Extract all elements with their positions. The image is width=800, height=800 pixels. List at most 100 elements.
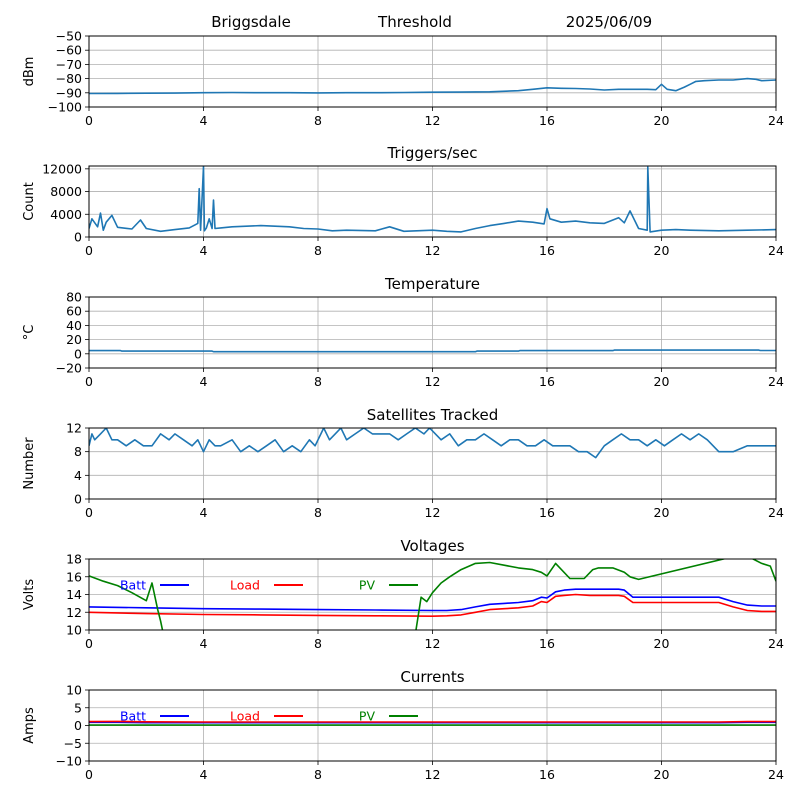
y-tick-label: 0 <box>74 230 82 245</box>
legend-label: PV <box>359 578 376 593</box>
legend-label: PV <box>359 709 376 724</box>
x-tick-label: 12 <box>425 636 441 651</box>
y-tick-label: 16 <box>66 569 82 584</box>
legend: Batt Load PV <box>120 578 418 593</box>
panel-title: Triggers/sec <box>387 144 478 162</box>
x-tick-label: 12 <box>425 767 441 782</box>
y-axis-label: dBm <box>22 57 37 87</box>
x-tick-label: 24 <box>768 636 784 651</box>
panel-title: Voltages <box>400 537 464 555</box>
x-tick-label: 24 <box>768 243 784 258</box>
y-tick-label: −80 <box>56 71 82 86</box>
legend-label: Load <box>230 709 260 724</box>
y-tick-label: 18 <box>66 552 82 567</box>
x-tick-label: 8 <box>314 374 322 389</box>
y-tick-label: 12 <box>66 605 82 620</box>
y-tick-label: 14 <box>66 587 82 602</box>
y-tick-label: −50 <box>56 29 82 44</box>
x-tick-label: 12 <box>425 374 441 389</box>
mode-label: Threshold <box>377 13 452 31</box>
x-tick-label: 20 <box>654 374 670 389</box>
x-tick-label: 0 <box>85 374 93 389</box>
x-tick-label: 8 <box>314 243 322 258</box>
y-tick-label: 80 <box>66 290 82 305</box>
x-tick-label: 4 <box>200 505 208 520</box>
y-tick-label: 10 <box>66 623 82 638</box>
x-tick-label: 16 <box>539 374 555 389</box>
x-tick-label: 0 <box>85 636 93 651</box>
station-name: Briggsdale <box>211 13 291 31</box>
x-tick-label: 8 <box>314 113 322 128</box>
series-line-0 <box>89 428 776 459</box>
figure-header: Briggsdale Threshold 2025/06/09 <box>211 13 652 31</box>
y-tick-label: −20 <box>56 361 82 376</box>
y-tick-label: 40 <box>66 318 82 333</box>
y-tick-label: 4 <box>74 468 82 483</box>
x-tick-label: 4 <box>200 374 208 389</box>
chart-panel-1: 0 4 8 12 16 20 24 0 4000 8000 12000 Count Triggers/s… <box>22 144 784 258</box>
x-tick-label: 4 <box>200 113 208 128</box>
series-line-load <box>89 593 776 618</box>
x-tick-label: 0 <box>85 113 93 128</box>
y-tick-label: 10 <box>66 683 82 698</box>
y-tick-label: −60 <box>56 43 82 58</box>
x-tick-label: 20 <box>654 767 670 782</box>
x-tick-label: 16 <box>539 636 555 651</box>
x-tick-label: 20 <box>654 113 670 128</box>
chart-panel-4: 0 4 8 12 16 20 24 10 12 14 16 18 Volts Voltages Batt Lo… <box>22 537 784 651</box>
y-tick-label: 60 <box>66 304 82 319</box>
series-group <box>89 428 776 459</box>
x-tick-label: 0 <box>85 243 93 258</box>
x-tick-label: 20 <box>654 243 670 258</box>
series-group <box>89 77 776 95</box>
chart-panel-0: 0 4 8 12 16 20 24 −100−90−80−70−60−50 dBm <box>22 29 784 129</box>
series-line-0 <box>89 349 776 353</box>
x-tick-label: 12 <box>425 243 441 258</box>
date-label: 2025/06/09 <box>566 13 652 31</box>
x-tick-label: 16 <box>539 113 555 128</box>
chart-panel-5: 0 4 8 12 16 20 24 −10 −5 0 5 10 Amps Currents Batt Load… <box>22 668 784 782</box>
series-line-0 <box>89 166 776 233</box>
y-tick-label: 12000 <box>42 161 82 176</box>
x-tick-label: 0 <box>85 505 93 520</box>
y-tick-label: −90 <box>56 85 82 100</box>
x-tick-label: 8 <box>314 636 322 651</box>
series-group <box>89 720 776 726</box>
y-tick-label: 0 <box>74 718 82 733</box>
y-axis-label: Volts <box>22 579 37 611</box>
y-tick-label: −70 <box>56 57 82 72</box>
y-tick-label: 8 <box>74 444 82 459</box>
x-tick-label: 12 <box>425 505 441 520</box>
y-axis-label: Count <box>22 182 37 221</box>
series-line-pv <box>89 559 776 630</box>
series-line-0 <box>89 77 776 95</box>
x-tick-label: 24 <box>768 505 784 520</box>
x-tick-label: 8 <box>314 767 322 782</box>
y-tick-label: 0 <box>74 346 82 361</box>
x-tick-label: 24 <box>768 374 784 389</box>
y-tick-label: 8000 <box>50 184 82 199</box>
y-tick-label: 0 <box>74 492 82 507</box>
y-tick-label: 12 <box>66 421 82 436</box>
series-group <box>89 559 776 630</box>
panel-title: Satellites Tracked <box>367 406 498 424</box>
x-tick-label: 24 <box>768 767 784 782</box>
x-tick-label: 12 <box>425 113 441 128</box>
chart-panel-3: 0 4 8 12 16 20 24 0 4 8 12 Number Satellites Tracked <box>22 406 784 520</box>
legend-label: Batt <box>120 578 146 593</box>
x-tick-label: 0 <box>85 767 93 782</box>
y-tick-label: 20 <box>66 332 82 347</box>
legend-label: Batt <box>120 709 146 724</box>
y-axis-label: Number <box>22 437 37 490</box>
series-group <box>89 349 776 353</box>
x-tick-label: 24 <box>768 113 784 128</box>
y-tick-label: 4000 <box>50 207 82 222</box>
y-tick-label: 5 <box>74 700 82 715</box>
x-tick-label: 20 <box>654 505 670 520</box>
series-line-load <box>89 720 776 723</box>
x-tick-label: 16 <box>539 505 555 520</box>
y-tick-label: −5 <box>64 736 82 751</box>
y-axis-label: Amps <box>22 707 37 744</box>
